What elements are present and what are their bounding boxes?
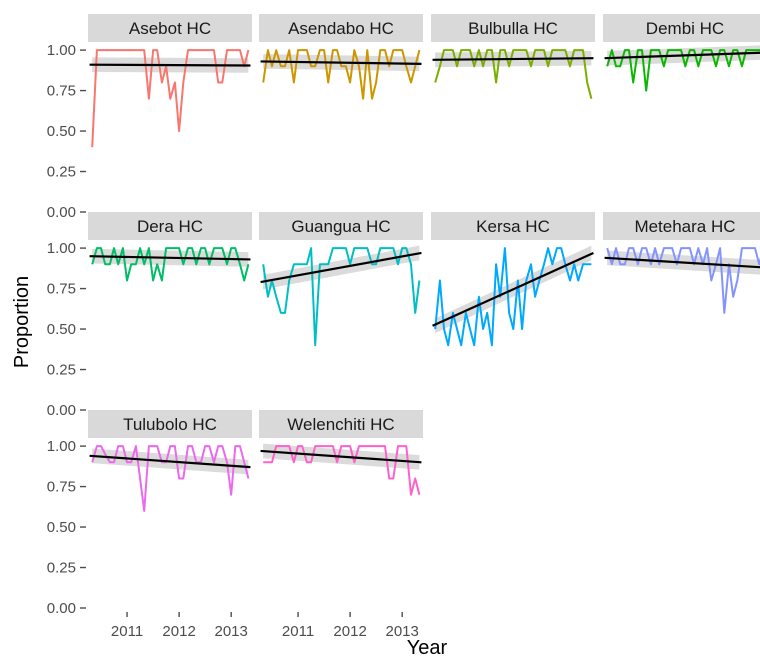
x-tick-label: 2013 [214, 623, 247, 640]
y-tick-label: 0.00 [47, 204, 76, 221]
panel-kersa-hc: Kersa HC [431, 212, 595, 347]
trend-line [89, 255, 251, 261]
strip-label: Kersa HC [476, 217, 550, 236]
strip-label: Metehara HC [634, 217, 735, 236]
trend-line [260, 251, 422, 284]
strip-label: Guangua HC [291, 217, 390, 236]
trend-line [89, 63, 251, 67]
panel-guangua-hc: Guangua HC [259, 212, 423, 347]
strip-background [259, 14, 423, 42]
y-tick-label: 0.25 [47, 362, 76, 379]
strip-label: Dembi HC [646, 19, 724, 38]
panel-bulbulla-hc: Bulbulla HC [431, 14, 595, 99]
panel-dembi-hc: Dembi HC [603, 14, 760, 92]
trend-line [432, 251, 594, 327]
y-tick-label: 0.75 [47, 83, 76, 100]
panel-asebot-hc: Asebot HC [88, 14, 252, 148]
y-tick-label: 0.50 [47, 123, 76, 140]
strip-label: Dera HC [137, 217, 203, 236]
x-tick-label: 2011 [282, 623, 314, 640]
series-line [262, 49, 421, 100]
trend-line [260, 449, 422, 464]
trend-line [604, 51, 760, 60]
series-line [263, 445, 421, 496]
y-axis: 0.00 0.25 0.50 0.75 1.00 [47, 42, 86, 221]
strip-label: Welenchiti HC [287, 415, 394, 434]
trend-line [604, 256, 760, 269]
y-tick-label: 0.50 [47, 519, 76, 536]
series-line [434, 49, 593, 99]
series-line [91, 445, 250, 512]
x-tick-label: 2011 [111, 623, 143, 640]
y-tick-label: 1.00 [47, 240, 76, 257]
strip-background [88, 14, 252, 42]
strip-label: Asebot HC [129, 19, 211, 38]
series-line [91, 49, 250, 148]
series-line [606, 247, 760, 314]
x-axis-title: Year [407, 637, 448, 658]
trend-line [260, 60, 422, 65]
panel-welenchiti-hc: Welenchiti HC [259, 410, 423, 496]
series-line [434, 247, 592, 347]
strip-background [259, 212, 423, 240]
y-tick-label: 0.25 [47, 164, 76, 181]
series-line [262, 247, 421, 347]
y-tick-label: 1.00 [47, 42, 76, 59]
panel-dera-hc: Dera HC [88, 212, 252, 282]
strip-background [431, 14, 595, 42]
x-axis: 2011 2012 2013 [111, 612, 248, 640]
y-axis: 0.00 0.25 0.50 0.75 1.00 [47, 240, 86, 419]
x-tick-label: 2012 [333, 623, 366, 640]
y-axis-title: Proportion [11, 276, 33, 368]
y-axes: 0.00 0.25 0.50 0.75 1.00 0.00 0.25 0.50 0.75 1.00… [47, 42, 86, 617]
y-tick-label: 0.25 [47, 560, 76, 577]
series-line [91, 247, 250, 282]
strip-background [88, 410, 252, 438]
y-tick-label: 0.00 [47, 402, 76, 419]
strip-label: Bulbulla HC [468, 19, 558, 38]
strip-background [603, 14, 760, 42]
y-tick-label: 0.75 [47, 479, 76, 496]
x-tick-label: 2012 [162, 623, 195, 640]
strip-background [603, 212, 760, 240]
series-line [606, 49, 760, 92]
strip-background [431, 212, 595, 240]
y-tick-label: 1.00 [47, 438, 76, 455]
x-axes: 2011 2012 2013 2011 2012 2013 [111, 612, 419, 640]
strip-label: Tulubolo HC [123, 415, 217, 434]
y-tick-label: 0.00 [47, 600, 76, 617]
strip-background [88, 212, 252, 240]
y-tick-label: 0.75 [47, 281, 76, 298]
x-tick-label: 2013 [385, 623, 418, 640]
facet-panels: Asebot HC Asendabo HC Bulbulla HC Dembi HC D… [88, 14, 760, 512]
strip-background [259, 410, 423, 438]
y-axis: 0.00 0.25 0.50 0.75 1.00 [47, 438, 86, 617]
panel-asendabo-hc: Asendabo HC [259, 14, 423, 100]
y-tick-label: 0.50 [47, 321, 76, 338]
panel-metehara-hc: Metehara HC [603, 212, 760, 314]
x-axis: 2011 2012 2013 [282, 612, 419, 640]
strip-label: Asendabo HC [288, 19, 394, 38]
trend-line [432, 57, 594, 61]
trend-line [89, 454, 251, 469]
panel-tulubolo-hc: Tulubolo HC [88, 410, 252, 512]
